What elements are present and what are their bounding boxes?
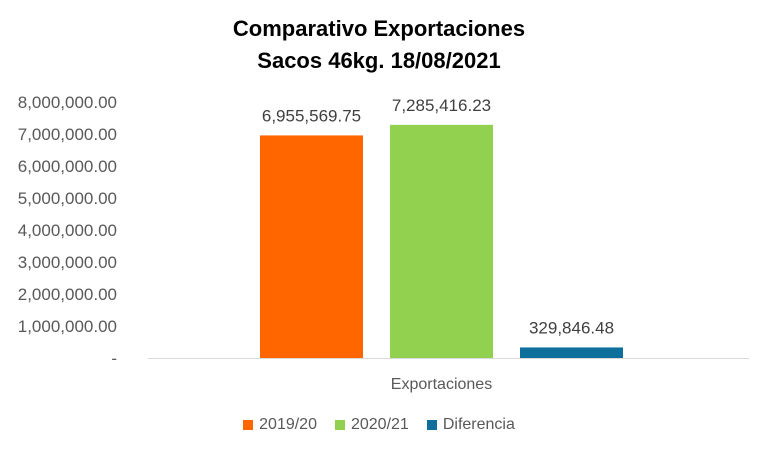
legend-item-diferencia: Diferencia (426, 416, 515, 434)
chart-legend: 2019/20 2020/21 Diferencia (0, 416, 758, 434)
bar-diferencia (520, 347, 623, 358)
y-tick-label: 6,000,000.00 (18, 157, 117, 176)
data-label: 7,285,416.23 (392, 96, 491, 115)
legend-label-2019-20: 2019/20 (259, 416, 317, 433)
y-tick-label: 7,000,000.00 (18, 125, 117, 144)
legend-item-2020-21: 2020/21 (334, 416, 409, 434)
chart-title-line-1: Comparativo Exportaciones (232, 16, 526, 41)
y-tick-label: 2,000,000.00 (18, 285, 117, 304)
legend-swatch-2019-20 (243, 420, 254, 430)
y-tick-label: 1,000,000.00 (18, 317, 117, 336)
data-label: 329,846.48 (529, 318, 614, 337)
y-tick-label: 3,000,000.00 (18, 253, 117, 272)
bar-2020-21 (390, 124, 493, 358)
y-tick-label: 4,000,000.00 (18, 221, 117, 240)
bar-chart: - 1,000,000.00 2,000,000.00 3,000,000.00 4,0… (18, 93, 749, 393)
y-tick-label: 8,000,000.00 (18, 93, 117, 112)
bar-2019-20 (260, 135, 363, 358)
chart-title-line-2: Sacos 46kg. 18/08/2021 (257, 48, 501, 73)
x-category-label: Exportaciones (391, 376, 492, 393)
data-label: 6,955,569.75 (262, 106, 361, 125)
legend-label-diferencia: Diferencia (442, 416, 515, 433)
legend-swatch-diferencia (426, 420, 437, 430)
y-tick-label: - (111, 349, 117, 368)
legend-label-2020-21: 2020/21 (350, 416, 409, 433)
legend-item-2019-20: 2019/20 (243, 416, 317, 434)
legend-swatch-2020-21 (334, 420, 345, 430)
y-tick-label: 5,000,000.00 (18, 189, 117, 208)
